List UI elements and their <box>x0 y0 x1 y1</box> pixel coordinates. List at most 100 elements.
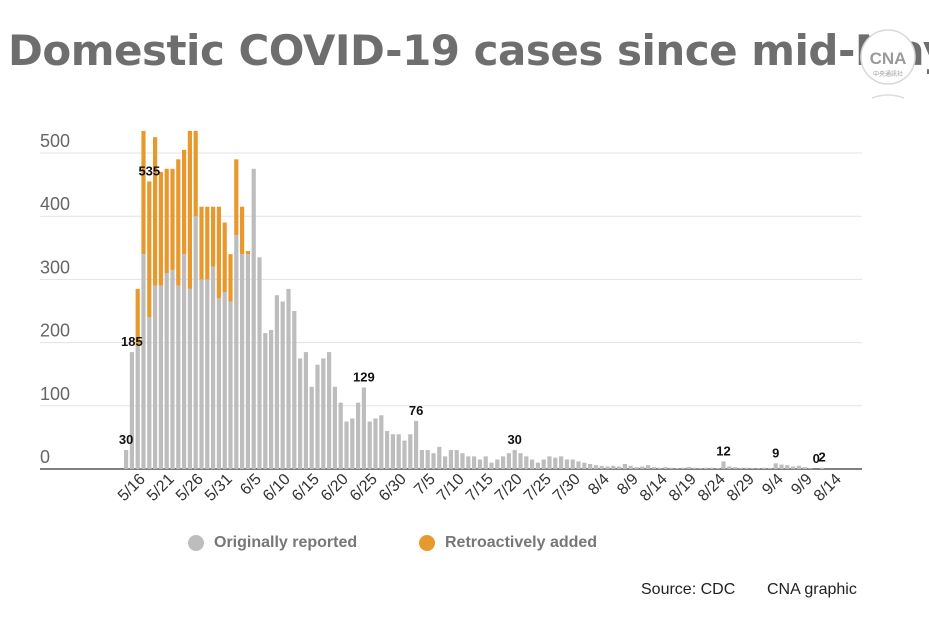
bar-originally-reported <box>135 345 140 469</box>
x-tick-label: 5/21 <box>144 471 178 505</box>
bar-originally-reported <box>158 285 163 469</box>
x-tick-label: 8/29 <box>724 471 758 505</box>
grid-lines <box>40 152 862 470</box>
bar-originally-reported <box>576 461 581 469</box>
bar-retroactively-added <box>216 206 221 299</box>
bar-originally-reported <box>808 468 813 469</box>
bar-originally-reported <box>680 467 685 469</box>
bar-originally-reported <box>315 364 320 469</box>
bar-originally-reported <box>796 465 801 469</box>
bar-originally-reported <box>669 467 674 469</box>
bar-originally-reported <box>228 301 233 469</box>
x-tick-label: 8/14 <box>811 471 845 505</box>
logo-mark: CNA <box>870 49 907 68</box>
bar-originally-reported <box>251 168 256 470</box>
bar-originally-reported <box>802 467 807 469</box>
data-label: 2 <box>818 450 825 465</box>
bar-retroactively-added <box>234 159 239 236</box>
bar-originally-reported <box>466 456 471 469</box>
bars <box>124 130 825 470</box>
x-tick-label: 5/31 <box>202 471 236 505</box>
bar-originally-reported <box>153 285 158 469</box>
x-tick-label: 8/14 <box>637 471 671 505</box>
credit-note: CNA graphic <box>767 581 857 598</box>
bar-originally-reported <box>274 295 279 469</box>
bar-originally-reported <box>170 269 175 469</box>
data-label: 129 <box>353 369 375 384</box>
bar-originally-reported <box>292 311 297 469</box>
bar-originally-reported <box>280 301 285 469</box>
bar-originally-reported <box>692 467 697 469</box>
bar-retroactively-added <box>158 171 163 286</box>
bar-originally-reported <box>611 465 616 469</box>
legend-label-retroactively-added: Retroactively added <box>445 534 598 551</box>
bar-originally-reported <box>773 463 778 469</box>
bar-originally-reported <box>640 466 645 469</box>
data-label: 30 <box>119 432 133 447</box>
bar-originally-reported <box>599 465 604 469</box>
bar-originally-reported <box>240 254 245 469</box>
bar-originally-reported <box>489 462 494 469</box>
bar-originally-reported <box>356 402 361 469</box>
bar-originally-reported <box>448 450 453 469</box>
bar-retroactively-added <box>240 206 245 255</box>
bar-originally-reported <box>727 466 732 469</box>
bar-originally-reported <box>419 450 424 469</box>
bar-originally-reported <box>269 329 274 469</box>
bar-originally-reported <box>309 386 314 469</box>
bar-originally-reported <box>385 431 390 469</box>
data-label: 185 <box>121 334 143 349</box>
bar-originally-reported <box>211 266 216 469</box>
bar-originally-reported <box>222 292 227 469</box>
bar-originally-reported <box>245 254 250 469</box>
bar-originally-reported <box>425 450 430 469</box>
bar-originally-reported <box>686 467 691 469</box>
y-tick-label: 500 <box>40 131 70 151</box>
bar-originally-reported <box>559 456 564 469</box>
bar-originally-reported <box>733 467 738 469</box>
bar-originally-reported <box>408 434 413 469</box>
legend-item-retroactively-added: Retroactively added <box>419 534 597 552</box>
bar-originally-reported <box>582 462 587 469</box>
bar-originally-reported <box>495 459 500 469</box>
x-tick-label: 6/10 <box>260 471 294 505</box>
bar-originally-reported <box>628 465 633 469</box>
data-label: 76 <box>409 403 423 418</box>
bar-originally-reported <box>193 216 198 469</box>
x-tick-label: 7/30 <box>550 471 584 505</box>
bar-originally-reported <box>512 450 517 469</box>
bar-originally-reported <box>767 468 772 469</box>
bar-originally-reported <box>321 358 326 469</box>
x-tick-label: 8/24 <box>695 471 729 505</box>
bar-originally-reported <box>344 421 349 469</box>
y-tick-label: 100 <box>40 384 70 404</box>
bar-originally-reported <box>547 456 552 469</box>
bar-originally-reported <box>431 453 436 469</box>
data-label: 0 <box>813 451 820 466</box>
chart-title: Domestic COVID-19 cases since mid-May <box>8 26 929 75</box>
bar-originally-reported <box>216 298 221 469</box>
bar-originally-reported <box>657 467 662 469</box>
bar-retroactively-added <box>164 168 169 274</box>
bar-originally-reported <box>303 352 308 469</box>
bar-originally-reported <box>715 468 720 469</box>
x-tick-label: 8/4 <box>585 471 613 499</box>
x-tick-label: 9/4 <box>759 471 787 499</box>
bar-originally-reported <box>530 459 535 469</box>
x-tick-label: 8/19 <box>666 471 700 505</box>
bar-originally-reported <box>437 446 442 469</box>
bar-originally-reported <box>454 450 459 469</box>
bar-originally-reported <box>298 358 303 469</box>
bar-retroactively-added <box>176 159 181 286</box>
bar-originally-reported <box>141 254 146 469</box>
bar-originally-reported <box>472 456 477 469</box>
bar-originally-reported <box>646 465 651 469</box>
bar-originally-reported <box>338 402 343 469</box>
bar-originally-reported <box>443 456 448 469</box>
bar-originally-reported <box>617 466 622 469</box>
bar-originally-reported <box>524 456 529 469</box>
bar-originally-reported <box>506 453 511 469</box>
bar-originally-reported <box>390 434 395 469</box>
bar-originally-reported <box>593 465 598 469</box>
